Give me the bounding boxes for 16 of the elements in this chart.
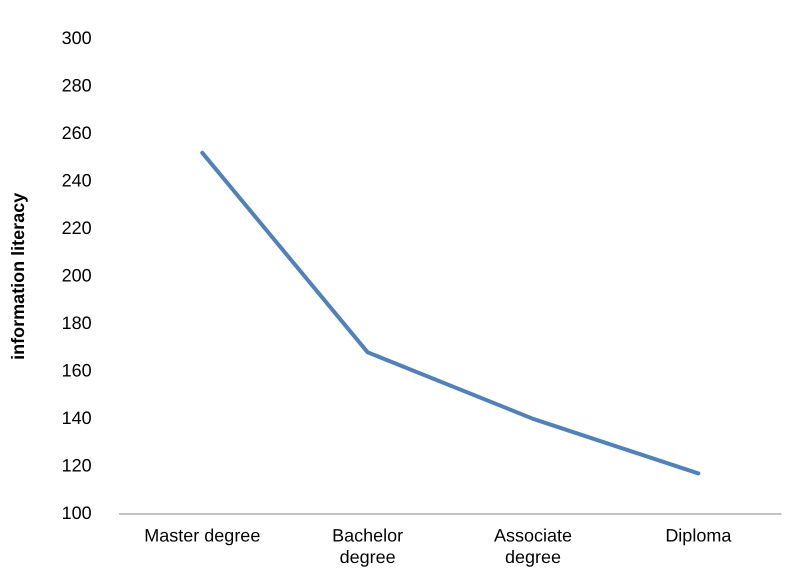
y-axis-title: information literacy (8, 192, 28, 360)
y-tick-label: 120 (62, 455, 92, 476)
x-tick-label: Diploma (665, 526, 732, 546)
y-tick-label: 300 (62, 28, 92, 48)
y-tick-label: 240 (62, 170, 92, 190)
x-tick-label: Associate degree (494, 526, 572, 568)
y-tick-label: 220 (62, 218, 92, 238)
x-tick-label: Master degree (144, 526, 260, 546)
x-tick-label: Bachelor degree (332, 526, 404, 568)
y-tick-label: 200 (62, 265, 92, 286)
y-tick-label: 260 (62, 122, 92, 143)
y-tick-label: 140 (62, 408, 92, 428)
y-tick-label: 180 (62, 312, 92, 333)
y-tick-label: 280 (62, 75, 92, 96)
y-tick-label: 100 (62, 502, 92, 523)
y-tick-label: 160 (62, 360, 92, 380)
